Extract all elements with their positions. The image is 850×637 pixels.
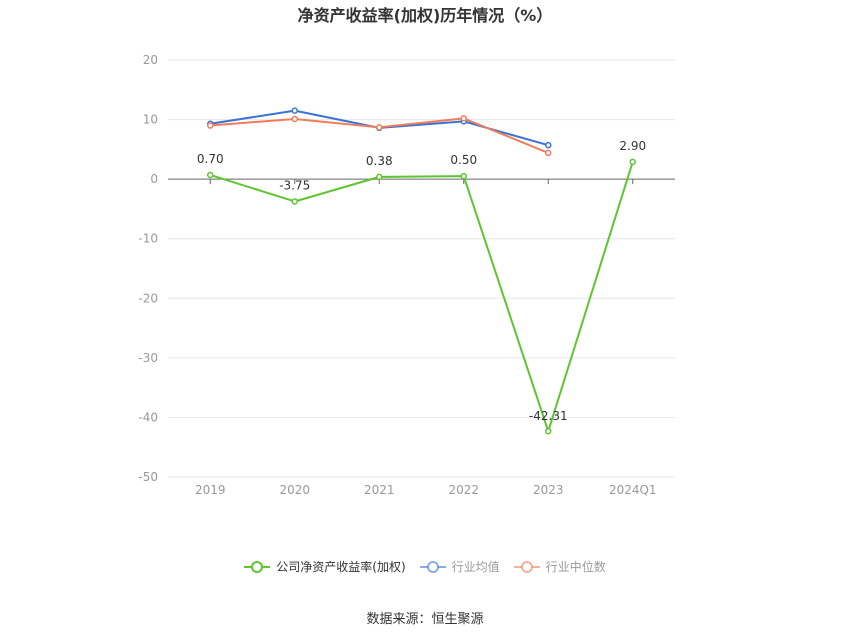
grid-layer (168, 59, 675, 478)
data-label: -3.75 (279, 178, 310, 192)
data-label: -42.31 (529, 409, 568, 423)
x-tick-label: 2024Q1 (609, 483, 657, 497)
series-line (210, 117, 549, 154)
data-point (376, 173, 383, 181)
data-point (460, 115, 467, 122)
data-point (291, 198, 298, 205)
data-point (629, 158, 636, 166)
legend-label: 公司净资产收益率(加权) (276, 560, 406, 574)
data-point (545, 141, 552, 149)
legend-item[interactable]: 公司净资产收益率(加权) (244, 558, 406, 575)
data-point (460, 172, 467, 180)
data-source-note: 数据来源：恒生聚源 (366, 612, 484, 627)
y-tick-label: 10 (143, 113, 158, 127)
legend-marker-icon (513, 560, 540, 573)
legend: 公司净资产收益率(加权) 行业均值 行业中位数 (0, 558, 850, 575)
y-tick-label: -50 (138, 470, 158, 484)
axis-layer: 20 10 0 -10 -20 -30 -40 -50 2019 2020 2021 2022 2023… (138, 53, 656, 497)
data-label: 0.70 (197, 152, 224, 166)
data-label: 0.50 (450, 153, 477, 167)
data-point (291, 115, 298, 123)
data-point (545, 427, 552, 435)
y-tick-label: 20 (143, 53, 158, 67)
y-tick-label: -20 (138, 291, 158, 305)
data-label: 2.90 (619, 139, 646, 153)
y-tick-label: -30 (138, 351, 158, 365)
data-point (545, 149, 552, 157)
legend-item[interactable]: 行业中位数 (513, 558, 606, 575)
data-label-layer: 0.70 -3.75 0.38 0.50 -42.31 2.90 (197, 139, 646, 423)
data-point (376, 124, 383, 131)
data-label: 0.38 (366, 154, 393, 168)
x-tick-label: 2022 (448, 483, 479, 497)
data-point (291, 107, 298, 114)
legend-marker-icon (419, 560, 446, 573)
data-point (207, 122, 214, 129)
legend-label: 行业中位数 (545, 560, 606, 574)
y-tick-label: 0 (150, 172, 158, 186)
legend-label: 行业均值 (451, 560, 500, 574)
y-tick-label: -10 (138, 232, 158, 246)
x-tick-label: 2019 (195, 483, 226, 497)
series-layer (207, 107, 636, 435)
series-line (209, 161, 634, 433)
legend-marker-icon (244, 560, 271, 573)
chart-title: 净资产收益率(加权)历年情况（%） (297, 6, 553, 25)
x-tick-label: 2023 (533, 483, 564, 497)
legend-item[interactable]: 行业均值 (419, 558, 500, 575)
data-point (207, 171, 214, 179)
x-tick-label: 2020 (279, 483, 310, 497)
x-tick-label: 2021 (364, 483, 395, 497)
y-tick-label: -40 (138, 410, 158, 424)
